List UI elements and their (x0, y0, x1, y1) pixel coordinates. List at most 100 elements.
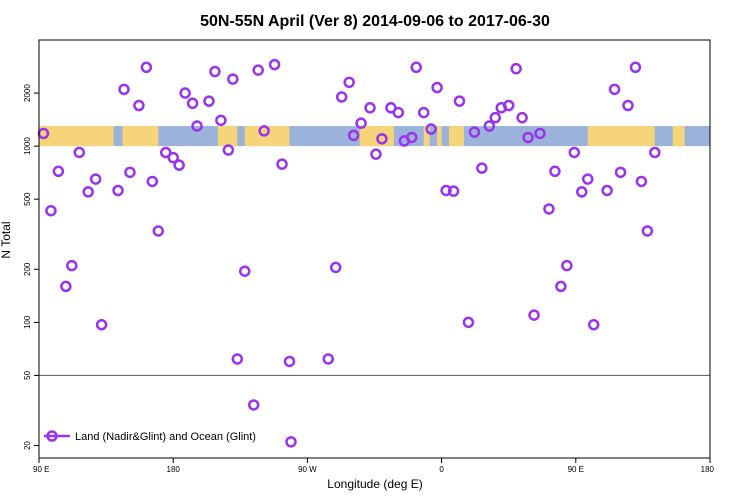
plot-frame (38, 39, 711, 459)
data-point (641, 225, 654, 237)
data-point (66, 259, 78, 272)
land-segment (122, 126, 159, 147)
data-point (601, 184, 613, 197)
data-point (376, 133, 388, 145)
data-point (60, 280, 72, 293)
x-tick-label: 180 (701, 465, 715, 474)
data-point (283, 355, 296, 368)
data-point (89, 173, 102, 185)
y-axis: 20 50 100 200 500 1000 2000 (23, 84, 39, 450)
data-point (587, 318, 600, 331)
x-tick-label: 90 W (298, 465, 317, 474)
data-point (73, 146, 86, 159)
data-point (52, 165, 65, 178)
data-point (649, 146, 661, 159)
y-axis-label: N Total (0, 221, 13, 258)
data-point (462, 316, 475, 329)
data-point (179, 87, 191, 99)
data-point (549, 165, 561, 178)
data-point (167, 151, 179, 164)
data-point (370, 148, 382, 160)
data-point (431, 81, 443, 94)
y-tick-label: 2000 (23, 84, 32, 102)
data-point (112, 184, 124, 197)
data-point (227, 73, 239, 85)
data-point (543, 203, 555, 215)
data-point (268, 58, 281, 71)
data-point (95, 318, 108, 331)
data-point (406, 131, 418, 144)
data-point (561, 259, 573, 272)
x-axis: 90 E 180 90 W 0 90 E 180 (33, 458, 715, 474)
land-segment (217, 126, 238, 147)
data-point (534, 127, 546, 140)
data-point (355, 117, 367, 129)
data-point (568, 146, 581, 159)
data-point (285, 436, 297, 448)
y-tick-label: 1000 (23, 137, 32, 155)
data-point (118, 83, 130, 96)
data-point (528, 309, 540, 321)
data-point (222, 144, 235, 156)
data-point (247, 399, 260, 411)
data-point (186, 97, 199, 110)
data-point (335, 91, 348, 103)
x-tick-label: 90 E (33, 465, 49, 474)
data-point (483, 120, 496, 132)
land-segment (672, 126, 685, 147)
data-point (203, 95, 215, 107)
data-point (392, 106, 405, 119)
land-segment (437, 126, 442, 147)
data-point (489, 111, 502, 124)
data-point (276, 158, 288, 170)
data-point (453, 95, 466, 107)
data-point (410, 61, 423, 74)
data-point (608, 83, 621, 96)
data-point (191, 120, 203, 132)
data-point (231, 353, 244, 365)
data-point (476, 162, 488, 174)
data-point (364, 102, 376, 114)
data-point (510, 62, 522, 75)
data-point (581, 173, 594, 185)
data-point (343, 76, 355, 89)
land-segment (587, 126, 655, 147)
land-segment (359, 126, 394, 147)
data-point (258, 125, 270, 137)
x-tick-label: 90 E (568, 465, 584, 474)
data-point (209, 65, 221, 78)
y-tick-label: 100 (23, 315, 32, 329)
data-point (425, 123, 437, 135)
legend-label: Land (Nadir&Glint) and Ocean (Glint) (75, 431, 256, 443)
x-tick-label: 0 (439, 465, 444, 474)
data-point (468, 126, 481, 138)
data-point (159, 146, 172, 159)
data-point (252, 64, 264, 76)
y-tick-label: 500 (23, 192, 32, 206)
chart-title: 50N-55N April (Ver 8) 2014-09-06 to 2017… (200, 13, 550, 30)
data-point (239, 265, 251, 277)
data-point (322, 353, 335, 365)
data-point (215, 114, 227, 127)
land-segment (244, 126, 290, 147)
data-point (133, 99, 145, 112)
data-point (614, 166, 627, 179)
legend-marker (46, 430, 58, 442)
y-tick-label: 50 (23, 370, 32, 379)
data-point (629, 61, 642, 74)
data-point (516, 111, 528, 124)
data-point (173, 159, 185, 171)
data-point (82, 186, 94, 198)
data-point (140, 61, 153, 74)
y-tick-label: 20 (23, 441, 32, 450)
land-segment (449, 126, 464, 147)
data-point (502, 99, 515, 112)
data-point (622, 99, 634, 112)
x-tick-label: 180 (167, 465, 181, 474)
plot-area (37, 39, 711, 459)
data-point (417, 106, 430, 119)
y-tick-label: 200 (23, 262, 32, 276)
data-point (440, 184, 452, 197)
data-point (152, 225, 165, 237)
